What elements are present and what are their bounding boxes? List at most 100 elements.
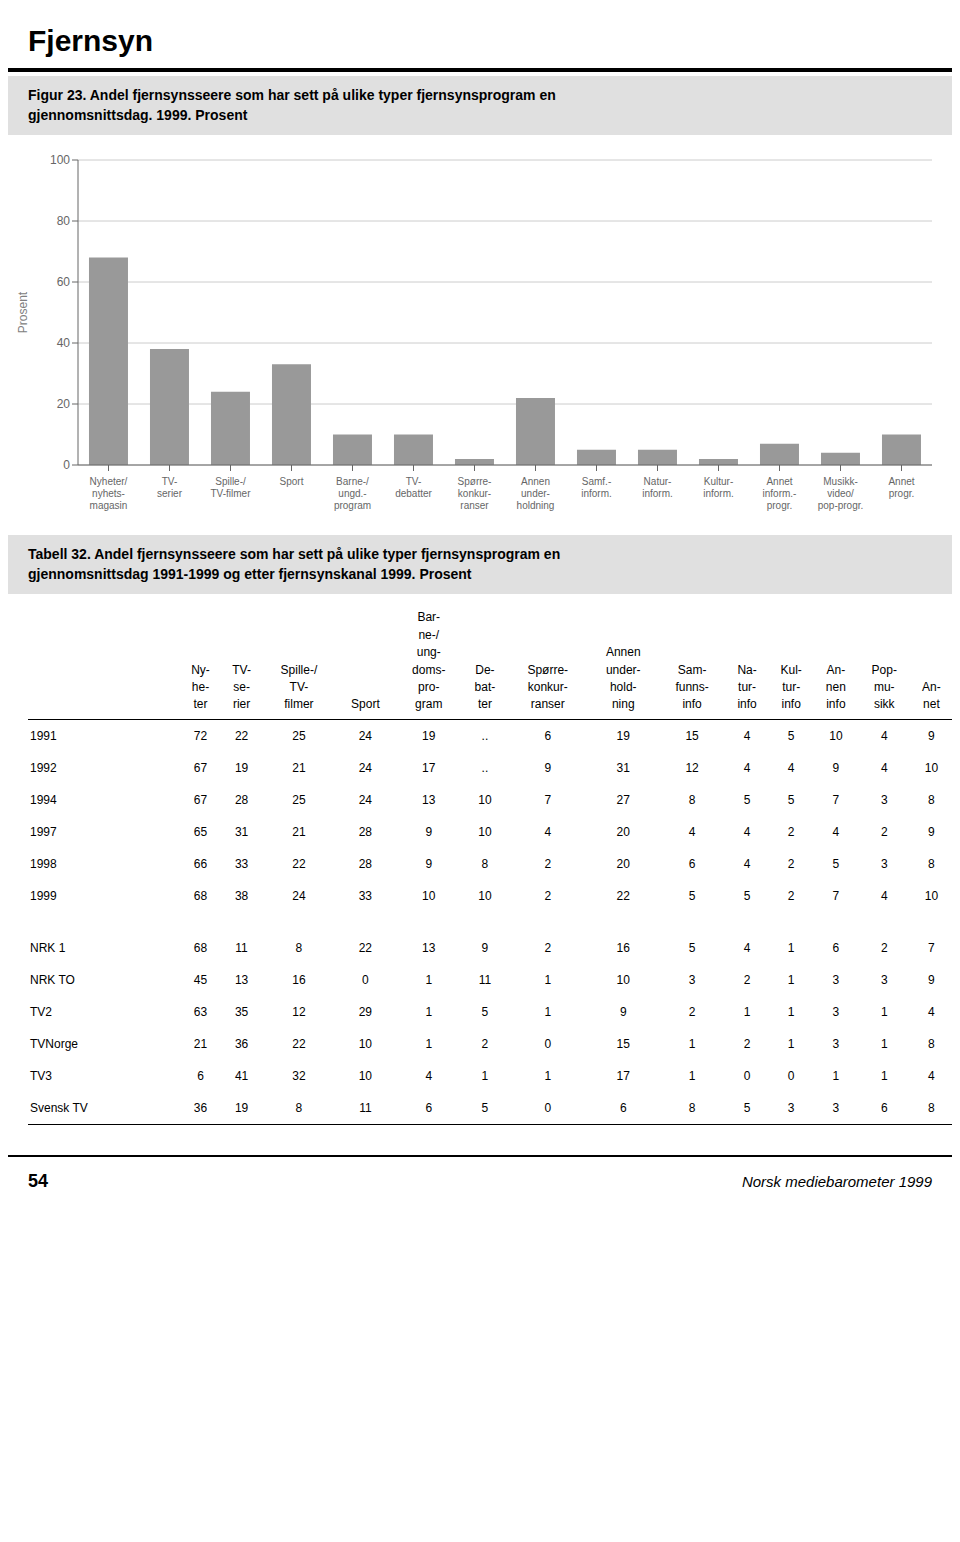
html-text:27: 27 — [616, 792, 630, 807]
html-text:21: 21 — [193, 1036, 208, 1051]
html-text:De- bat- ter: De- bat- ter — [474, 662, 496, 712]
html-text:31: 31 — [234, 824, 249, 839]
html-text:Kul- tur- info: Kul- tur- info — [780, 662, 802, 712]
svg-text:Natur-inform.: Natur-inform. — [642, 476, 673, 499]
html-text:68: 68 — [193, 888, 208, 903]
html-text:21: 21 — [292, 760, 306, 775]
html-text:10: 10 — [924, 888, 939, 903]
html-text:13: 13 — [234, 972, 249, 987]
html-text:28: 28 — [358, 824, 372, 839]
html-text:38: 38 — [234, 888, 249, 903]
html-text:13: 13 — [422, 792, 436, 807]
svg-text:40: 40 — [57, 336, 71, 350]
html-text:20: 20 — [616, 856, 630, 871]
html-text:66: 66 — [193, 856, 208, 871]
svg-text:Sport: Sport — [280, 476, 304, 487]
html-text:19: 19 — [616, 728, 630, 743]
html-text:Figur 23. Andel fjernsynsseere: Figur 23. Andel fjernsynsseere som har s… — [28, 87, 556, 123]
html-text:54: 54 — [28, 1170, 48, 1191]
html-text:22: 22 — [234, 728, 249, 743]
html-text:67: 67 — [193, 760, 208, 775]
svg-text:60: 60 — [57, 275, 71, 289]
html-text:68: 68 — [193, 940, 208, 955]
svg-text:100: 100 — [50, 153, 70, 167]
html-text:24: 24 — [358, 792, 372, 807]
html-text:TV3: TV3 — [30, 1068, 52, 1083]
svg-text:Annetprogr.: Annetprogr. — [888, 476, 914, 499]
html-text:An- nen info: An- nen info — [825, 662, 846, 712]
svg-text:Musikk-video/pop-progr.: Musikk-video/pop-progr. — [818, 476, 864, 511]
svg-text:TV-debatter: TV-debatter — [395, 476, 432, 499]
html-text:10: 10 — [478, 824, 492, 839]
html-text:Spille-/ TV- filmer: Spille-/ TV- filmer — [280, 662, 318, 712]
html-text:An- net: An- net — [922, 679, 941, 712]
html-text:20: 20 — [616, 824, 630, 839]
html-text:1992: 1992 — [30, 760, 57, 775]
html-text:22: 22 — [292, 856, 306, 871]
html-text:Ny- he- ter: Ny- he- ter — [191, 662, 210, 712]
html-text:10: 10 — [924, 760, 939, 775]
svg-text:Prosent: Prosent — [16, 291, 30, 333]
html-text:36: 36 — [193, 1100, 208, 1115]
html-text:Sport: Sport — [351, 697, 380, 712]
html-text:15: 15 — [685, 728, 699, 743]
html-text:65: 65 — [193, 824, 208, 839]
html-text:45: 45 — [193, 972, 208, 987]
html-text:12: 12 — [685, 760, 699, 775]
svg-text:Samf.-inform.: Samf.-inform. — [581, 476, 612, 499]
svg-text:Annetinform.-progr.: Annetinform.-progr. — [763, 476, 797, 511]
html-text:1999: 1999 — [30, 888, 57, 903]
html-text:TV- se- rier: TV- se- rier — [232, 662, 251, 712]
html-text:Sam- funns- info: Sam- funns- info — [675, 662, 709, 712]
html-text:Tabell 32. Andel fjernsynsseer: Tabell 32. Andel fjernsynsseere som har … — [28, 546, 561, 582]
html-text:31: 31 — [616, 760, 630, 775]
svg-text:Kultur-inform.: Kultur-inform. — [703, 476, 734, 499]
html-text:67: 67 — [193, 792, 208, 807]
svg-text:20: 20 — [57, 397, 71, 411]
html-text:24: 24 — [358, 728, 372, 743]
svg-text:Barne-/ungd.-program: Barne-/ungd.-program — [334, 476, 371, 511]
html-text:10: 10 — [829, 728, 843, 743]
html-text:24: 24 — [358, 760, 372, 775]
html-text:24: 24 — [292, 888, 306, 903]
html-text:63: 63 — [193, 1004, 208, 1019]
html-text:TVNorge: TVNorge — [30, 1036, 78, 1051]
html-text:25: 25 — [292, 728, 306, 743]
html-text:36: 36 — [234, 1036, 249, 1051]
html-text:Bar- ne-/ ung- doms- pro- gram: Bar- ne-/ ung- doms- pro- gram — [412, 610, 446, 712]
html-text:Norsk mediebarometer 1999: Norsk mediebarometer 1999 — [741, 1172, 932, 1190]
html-text:28: 28 — [358, 856, 372, 871]
html-text:35: 35 — [234, 1004, 249, 1019]
html-text:1998: 1998 — [30, 856, 57, 871]
html-text:Na- tur- info: Na- tur- info — [737, 662, 757, 712]
html-text:1991: 1991 — [30, 728, 57, 743]
html-text:TV2: TV2 — [30, 1004, 52, 1019]
svg-text:TV-serier: TV-serier — [157, 476, 183, 499]
html-text:Pop- mu- sikk: Pop- mu- sikk — [871, 662, 897, 712]
html-text:17: 17 — [422, 760, 436, 775]
svg-text:Spille-/TV-filmer: Spille-/TV-filmer — [211, 476, 252, 499]
html-text:NRK 1: NRK 1 — [30, 940, 66, 955]
html-text:1994: 1994 — [30, 792, 57, 807]
html-text:19: 19 — [422, 728, 436, 743]
html-text:33: 33 — [234, 856, 249, 871]
html-text:41: 41 — [234, 1068, 249, 1083]
html-text:28: 28 — [234, 792, 249, 807]
html-text:Spørre- konkur- ranser: Spørre- konkur- ranser — [527, 662, 569, 712]
html-text:1997: 1997 — [30, 824, 57, 839]
html-text:10: 10 — [478, 792, 492, 807]
html-text:NRK TO: NRK TO — [30, 972, 75, 987]
html-text:Annen under- hold- ning: Annen under- hold- ning — [605, 645, 641, 712]
html-text:21: 21 — [292, 824, 306, 839]
html-text:25: 25 — [292, 792, 306, 807]
html-text:19: 19 — [234, 1100, 249, 1115]
html-text:72: 72 — [193, 728, 208, 743]
svg-text:Spørre-konkur-ranser: Spørre-konkur-ranser — [458, 476, 492, 511]
svg-text:Annenunder-holdning: Annenunder-holdning — [517, 476, 555, 511]
html-text:19: 19 — [234, 760, 249, 775]
svg-text:0: 0 — [63, 458, 70, 472]
html-text:Fjernsyn: Fjernsyn — [28, 24, 153, 57]
svg-text:Nyheter/nyhets-magasin: Nyheter/nyhets-magasin — [90, 476, 128, 511]
svg-text:80: 80 — [57, 214, 71, 228]
html-text:Svensk TV: Svensk TV — [30, 1100, 88, 1115]
